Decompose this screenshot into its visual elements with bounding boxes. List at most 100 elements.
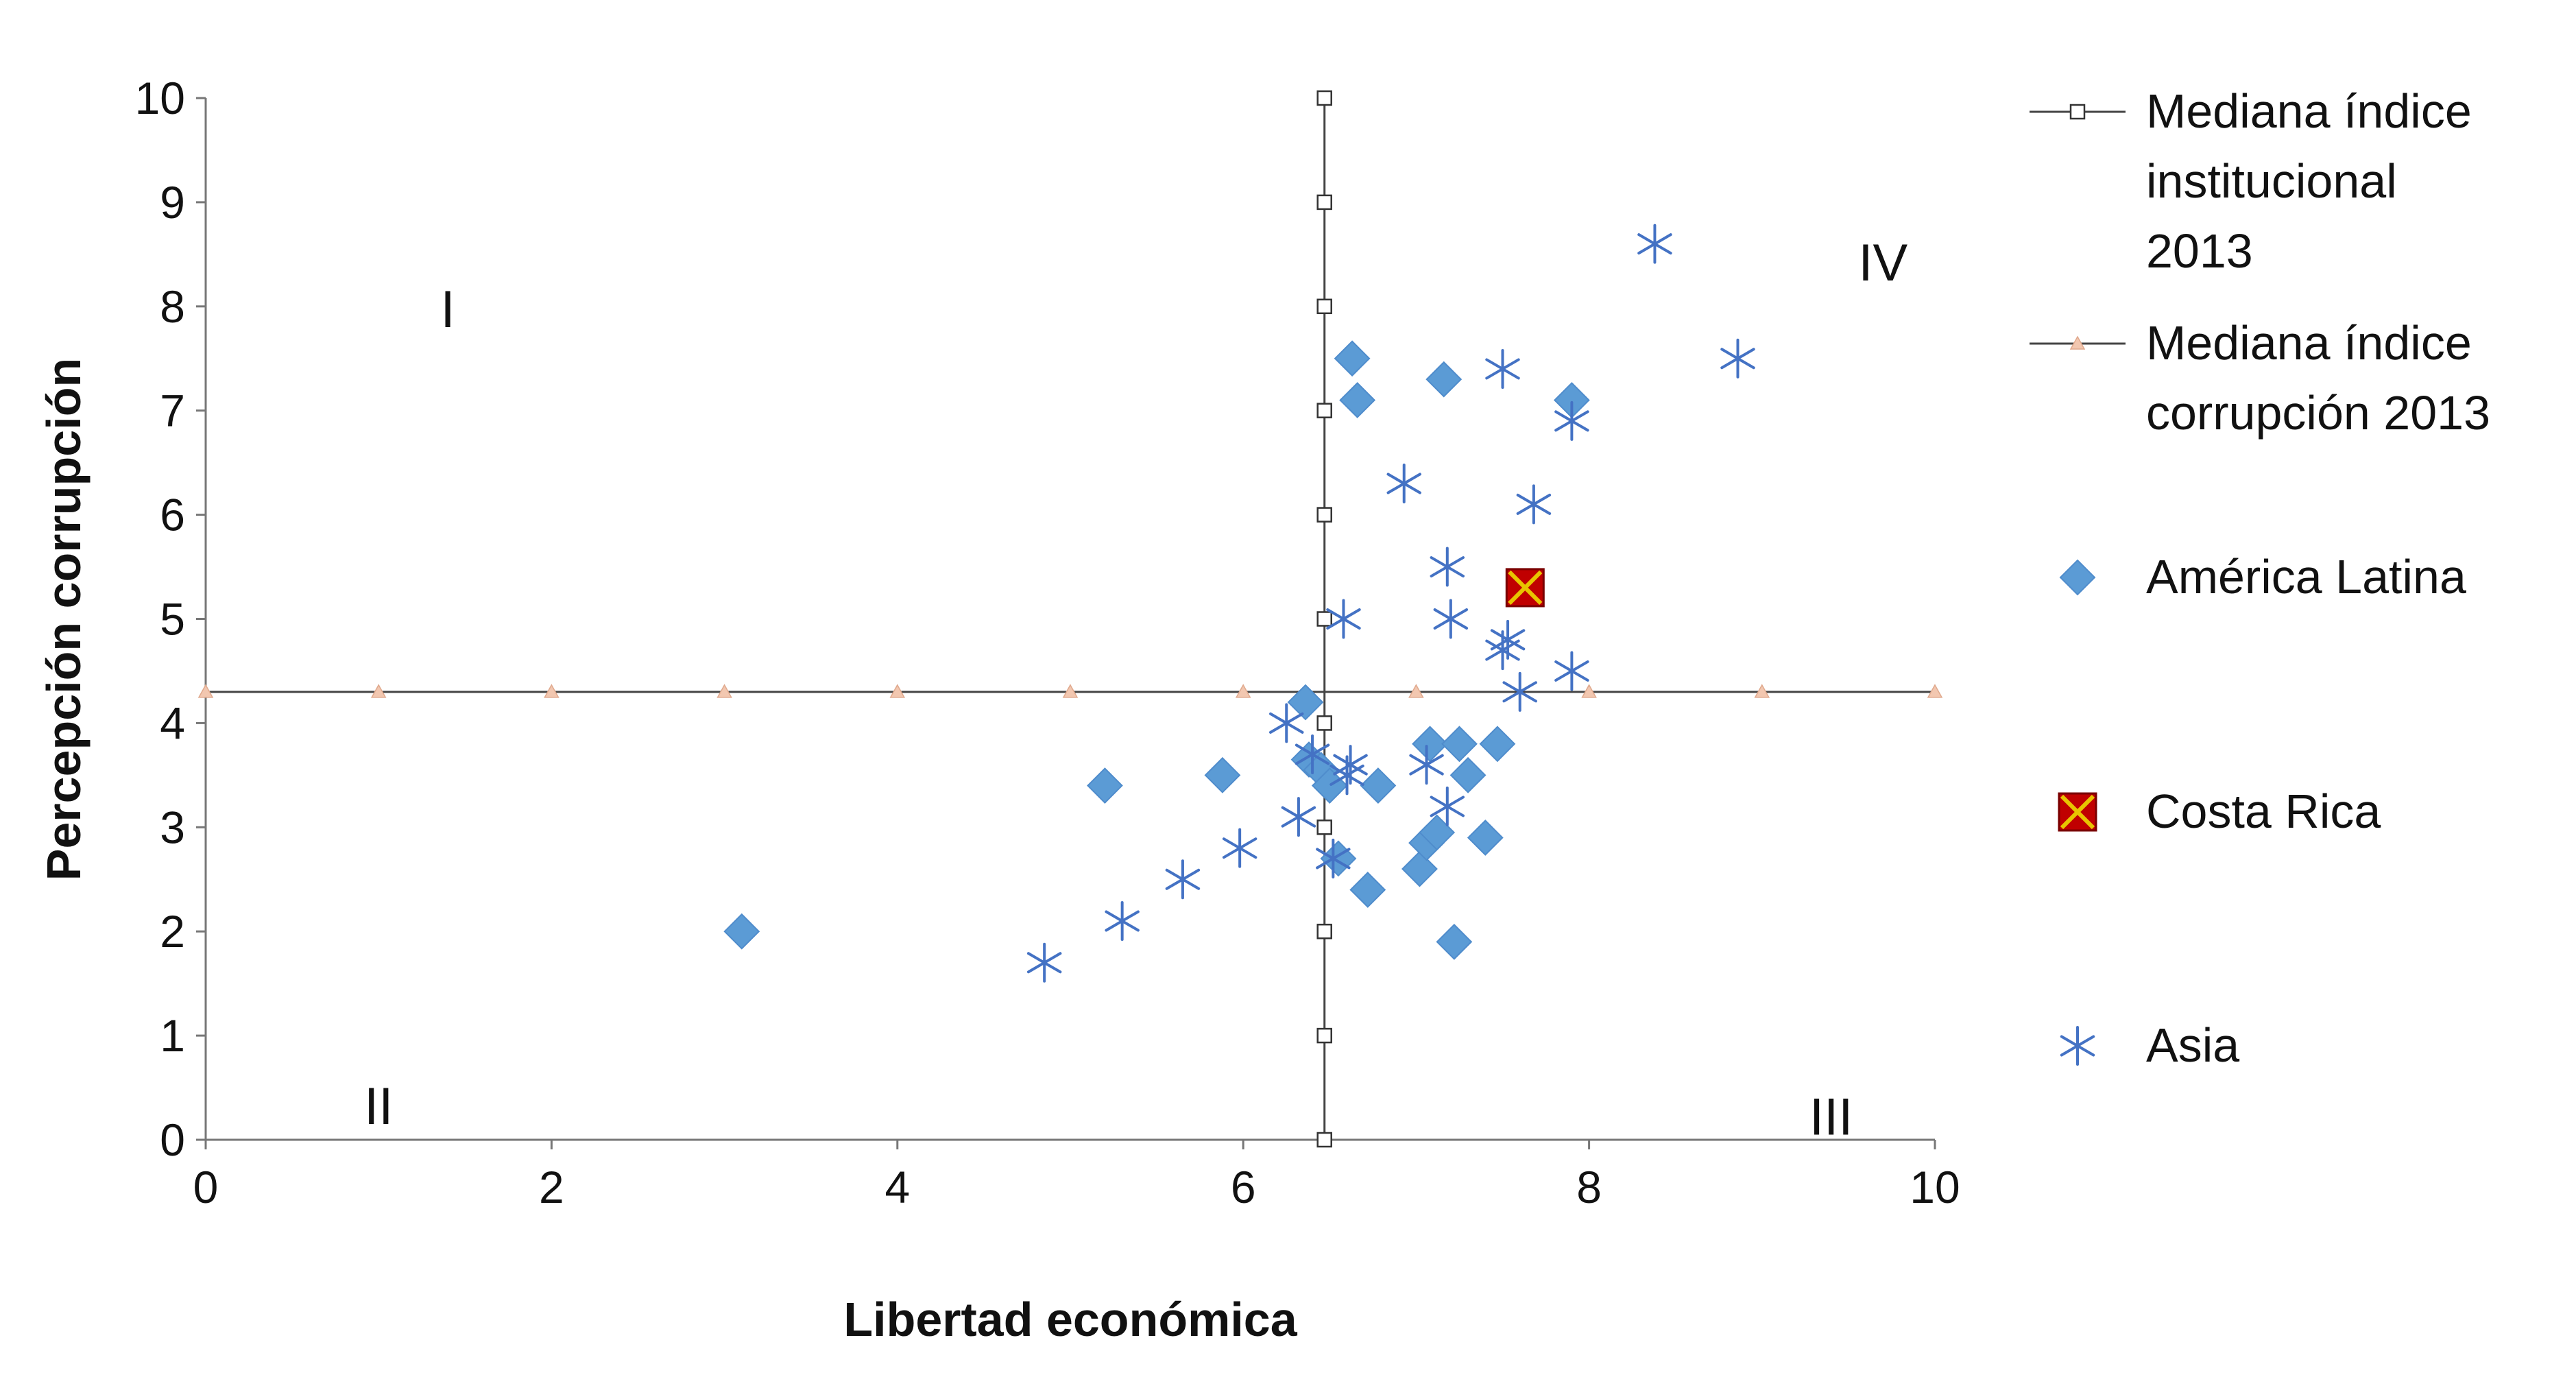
legend-label: 2013	[2146, 224, 2253, 278]
y-tick-label: 7	[160, 385, 185, 436]
america-latina-point	[1479, 726, 1516, 763]
asia-point-stroke	[1430, 796, 1465, 817]
asia-point-stroke	[1026, 952, 1062, 974]
asia-point	[1333, 745, 1368, 785]
median-institucional-marker	[1316, 923, 1332, 940]
median-corrupcion-marker	[1235, 684, 1251, 698]
asia-point	[1490, 619, 1526, 660]
median-corrupcion-marker	[1408, 684, 1424, 698]
x-tick-label: 0	[193, 1162, 219, 1212]
quadrant-label: II	[364, 1077, 393, 1136]
asia-point-stroke	[1165, 868, 1201, 890]
asia-point	[1554, 651, 1589, 691]
america-latina-point	[1412, 726, 1448, 763]
y-tick-label: 10	[135, 73, 185, 123]
quadrant-label: IV	[1858, 234, 1907, 292]
america-latina-point	[723, 913, 760, 950]
america-latina-point	[1320, 840, 1357, 877]
legend-marker	[2058, 792, 2097, 832]
asia-point	[1386, 464, 1421, 504]
asia-point	[1430, 547, 1465, 587]
america-latina-point	[1360, 767, 1397, 804]
asia-point	[1165, 859, 1201, 900]
median-institucional-marker	[1316, 403, 1332, 418]
legend-label: institucional	[2146, 154, 2397, 208]
asia-point-stroke	[1333, 754, 1368, 776]
median-corrupcion-marker	[197, 684, 214, 698]
y-tick-label: 9	[160, 177, 185, 228]
x-tick-label: 8	[1576, 1162, 1602, 1212]
legend-marker	[2069, 104, 2086, 120]
asia-point-stroke	[1386, 473, 1421, 494]
median-corrupcion-marker	[1754, 684, 1770, 698]
asia-point-stroke	[1554, 410, 1589, 432]
asia-point	[1105, 901, 1140, 942]
legend-marker	[2069, 335, 2086, 350]
asia-point-stroke	[1105, 910, 1140, 932]
asia-point-stroke	[1485, 358, 1520, 380]
y-tick-label: 3	[160, 802, 185, 852]
asia-point-stroke	[1316, 848, 1351, 870]
median-institucional-marker	[1316, 1027, 1332, 1044]
legend-marker-cross	[2060, 794, 2095, 830]
median-institucional-marker	[1316, 611, 1332, 627]
median-institucional-marker	[1316, 90, 1332, 106]
legend: Mediana índice institucional 2013 Mediana í…	[2030, 84, 2490, 1072]
markers	[723, 224, 1755, 983]
axes	[204, 98, 1935, 1141]
legend-marker	[2059, 559, 2096, 596]
y-tick-label: 5	[160, 594, 185, 645]
asia-point-stroke	[1222, 837, 1257, 859]
asia-point	[1281, 797, 1316, 837]
quadrant-label: III	[1809, 1088, 1853, 1146]
asia-point	[1222, 828, 1257, 868]
asia-point	[1485, 348, 1520, 389]
y-tick-label: 2	[160, 906, 185, 957]
axis-titles: Libertad económica Percepción corrupción	[37, 358, 1298, 1346]
asia-point	[1430, 786, 1465, 826]
x-tick-label: 10	[1910, 1162, 1960, 1212]
x-tick-label: 4	[884, 1162, 910, 1212]
median-institucional-marker	[1316, 715, 1332, 731]
asia-point	[1269, 703, 1304, 743]
asia-point-stroke	[1637, 233, 1672, 255]
asia-point	[1720, 338, 1755, 379]
median-corrupcion-marker	[544, 684, 559, 698]
asia-point	[1433, 599, 1469, 639]
america-latina-point	[1334, 340, 1371, 377]
asia-point-stroke	[1490, 629, 1526, 651]
asia-point	[1502, 671, 1537, 712]
asia-point-stroke	[1554, 660, 1589, 682]
ticks: 0 2 4 6 8 10 0 1 2 3 4 5 6 7 8 9 10	[135, 73, 1960, 1212]
costa-rica-point-cross	[1508, 570, 1543, 606]
median-corrupcion-marker	[1927, 684, 1943, 698]
asia-point-stroke	[1326, 608, 1361, 630]
america-latina-point	[1401, 850, 1438, 887]
x-tick-label: 2	[539, 1162, 564, 1212]
median-corrupcion-marker	[370, 684, 387, 698]
legend-label: Costa Rica	[2146, 785, 2381, 838]
median-corrupcion-marker	[717, 684, 732, 698]
median-corrupcion-marker	[1062, 684, 1079, 698]
legend-label: América Latina	[2146, 550, 2466, 603]
median-institucional-marker	[1316, 298, 1332, 315]
x-axis-title: Libertad económica	[843, 1293, 1297, 1346]
asia-point	[1326, 599, 1361, 639]
america-latina-point	[1441, 726, 1478, 763]
asia-point-stroke	[1269, 712, 1304, 734]
legend-label: corrupción 2013	[2146, 386, 2490, 440]
y-tick-label: 1	[160, 1010, 185, 1061]
median-corrupcion-marker	[889, 684, 906, 698]
asia-point-stroke	[1430, 556, 1465, 578]
asia-point	[1409, 745, 1444, 785]
asia-point	[1316, 838, 1351, 878]
asia-point-stroke	[1281, 806, 1316, 828]
y-tick-label: 4	[160, 697, 185, 748]
legend-marker	[2060, 1026, 2095, 1066]
asia-point-stroke	[1433, 608, 1469, 630]
legend-label: Mediana índice	[2146, 84, 2472, 138]
america-latina-point	[1436, 923, 1473, 960]
america-latina-point	[1467, 820, 1504, 856]
